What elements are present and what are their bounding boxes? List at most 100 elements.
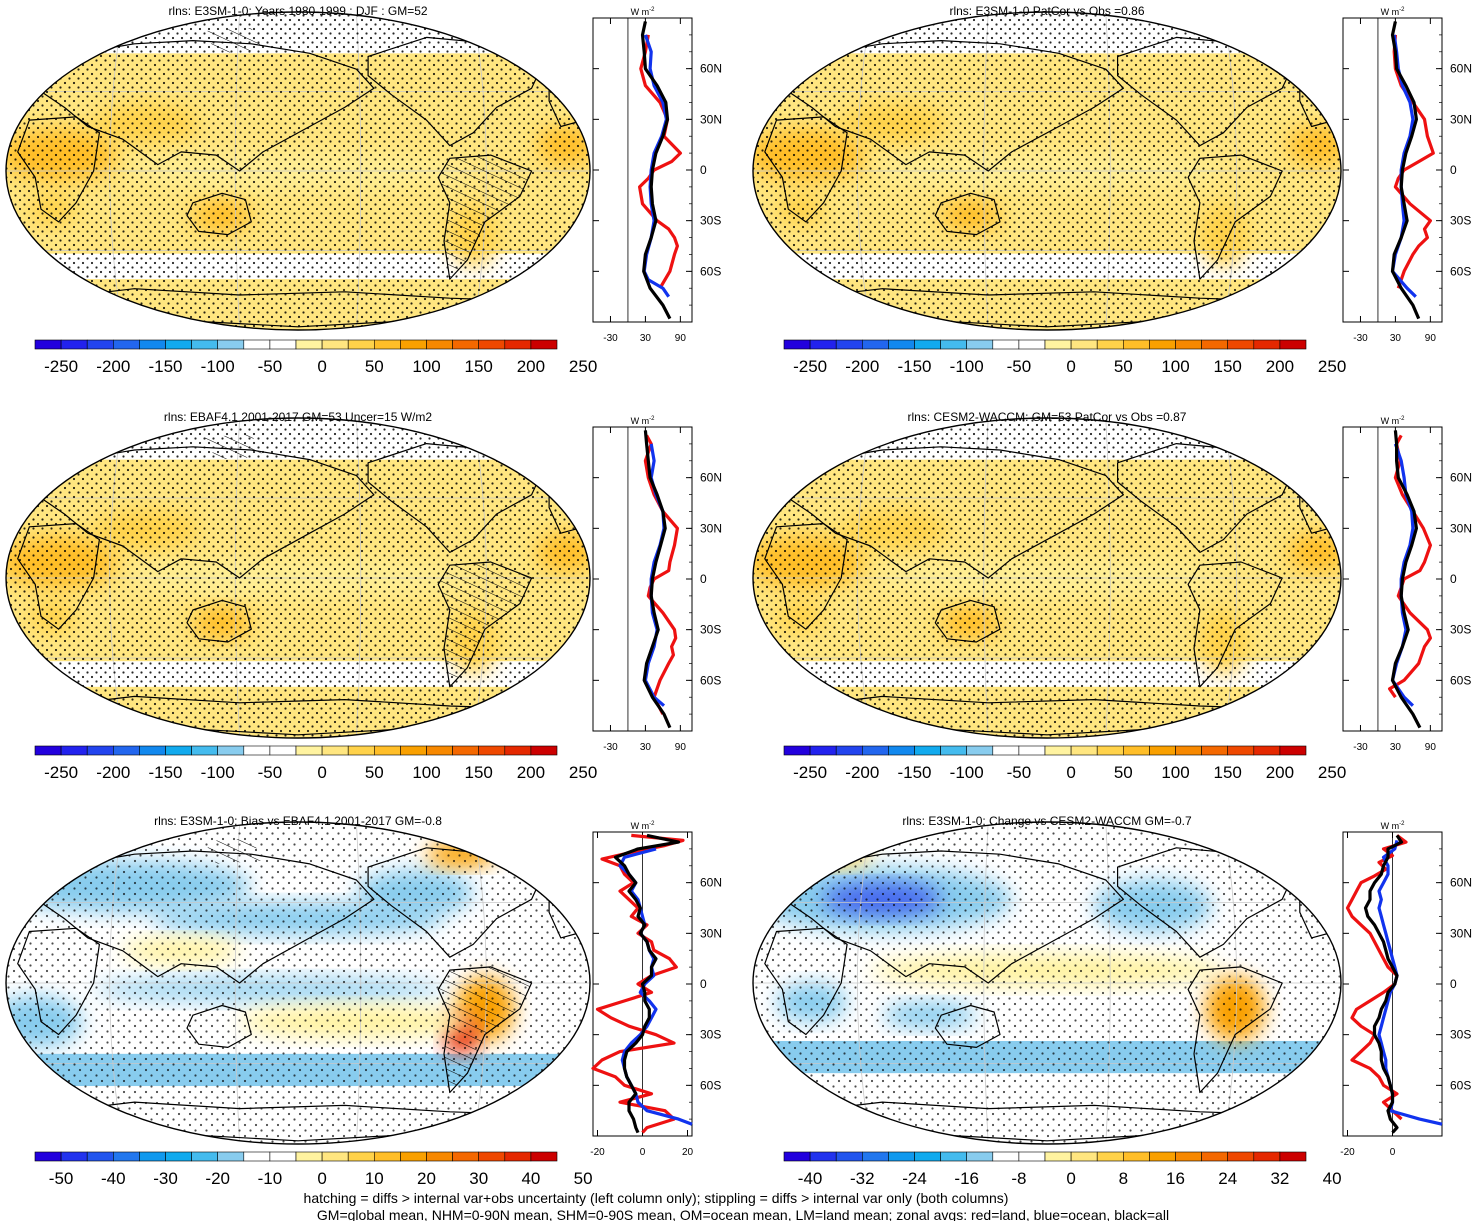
map-panel-3: rlns: EBAF4.1 2001-2017 GM=53 Uncer=15 W…: [5, 410, 591, 739]
lat-label: 30S: [700, 214, 721, 228]
map-title: rlns: E3SM-1-0: Years 1980-1999 : DJF : …: [168, 4, 427, 18]
zonal-frame: [592, 426, 693, 732]
colorbar-box: [1096, 745, 1124, 756]
x-tick-label: 20: [682, 1147, 694, 1158]
zonal-series-all: [640, 21, 672, 320]
colorbar-box: [243, 745, 271, 756]
colorbar-label: 100: [1161, 763, 1189, 782]
colorbar-box: [321, 339, 349, 350]
lat-label: 0: [700, 977, 707, 991]
colorbar-box: [269, 745, 297, 756]
colorbar-box: [1070, 1151, 1098, 1162]
colorbar-box: [504, 745, 532, 756]
colorbar-label: -100: [201, 357, 235, 376]
colorbar-4: -250 -200 -150 -100 -50 0 50 100 150 200 250: [783, 745, 1346, 782]
map-border: [752, 417, 1342, 739]
colorbar-box: [1096, 1151, 1124, 1162]
colorbar-box: [1044, 339, 1072, 350]
colorbar-label: 16: [1166, 1169, 1185, 1188]
colorbar-label: 50: [365, 357, 384, 376]
colorbar-box: [835, 1151, 863, 1162]
stippling: [753, 418, 1341, 738]
colorbar-label: -50: [49, 1169, 74, 1188]
lat-label: 30S: [700, 623, 721, 637]
map-title: rlns: CESM2-WACCM: GM=53 PatCor vs Obs =…: [908, 410, 1187, 424]
map-panel-4: rlns: CESM2-WACCM: GM=53 PatCor vs Obs =…: [752, 410, 1342, 739]
colorbar-box: [783, 1151, 811, 1162]
colorbar-label: -150: [148, 357, 182, 376]
colorbar-label: 200: [1266, 763, 1294, 782]
lat-label: 60N: [700, 62, 722, 76]
colorbar-box: [966, 745, 994, 756]
x-tick-label: 90: [1425, 742, 1437, 753]
zonal-series-land: [591, 833, 685, 1134]
lat-label: 30N: [1450, 926, 1472, 940]
colorbar-box: [1201, 1151, 1228, 1162]
colorbar-label: 10: [365, 1169, 384, 1188]
lat-label: 60S: [1450, 264, 1471, 278]
colorbar-box: [1018, 339, 1046, 350]
colorbar-label: 20: [417, 1169, 436, 1188]
colorbar-box: [86, 1151, 114, 1162]
hatching-siberia: [204, 838, 263, 864]
colorbar-box: [1018, 1151, 1046, 1162]
colorbar-box: [34, 339, 62, 350]
x-tick-label: -30: [1353, 742, 1368, 753]
colorbar-box: [60, 745, 88, 756]
colorbar-label: 250: [569, 763, 597, 782]
colorbar-box: [1070, 745, 1098, 756]
lat-label: 60S: [700, 673, 721, 687]
colorbar-box: [1201, 745, 1228, 756]
stippling: [753, 822, 1341, 1144]
colorbar-box: [347, 745, 375, 756]
colorbar-box: [243, 339, 271, 350]
map-border: [5, 11, 591, 331]
colorbar-label: 40: [521, 1169, 540, 1188]
hatching-south-america: [438, 155, 532, 280]
colorbar-label: -100: [950, 763, 984, 782]
colorbar-box: [1123, 745, 1150, 756]
lat-label: 60N: [700, 876, 722, 890]
lat-label: 30S: [700, 1028, 721, 1042]
zonal-panel-4: 60N 30N 0 30S 60S -30 30 90 W m-2: [1342, 416, 1472, 753]
colorbar-label: -100: [950, 357, 984, 376]
colorbar-box: [992, 339, 1020, 350]
zonal-series-land: [1387, 434, 1433, 699]
lat-label: 30S: [1450, 623, 1471, 637]
colorbar-box: [504, 1151, 532, 1162]
colorbar-label: -32: [850, 1169, 875, 1188]
colorbar-label: -20: [205, 1169, 230, 1188]
colorbar-label: 150: [1214, 763, 1242, 782]
colorbar-box: [1201, 339, 1228, 350]
colorbar-label: -200: [845, 357, 879, 376]
colorbar-label: 0: [317, 763, 326, 782]
x-tick-label: 90: [1425, 333, 1437, 344]
colorbar-box: [1279, 745, 1307, 756]
colorbar-box: [452, 1151, 480, 1162]
zonal-units: W m-2: [631, 821, 655, 831]
zonal-frame: [1342, 17, 1443, 323]
x-tick-label: 30: [640, 742, 652, 753]
colorbar-box: [1279, 339, 1307, 350]
lat-label: 0: [1450, 977, 1457, 991]
colorbar-box: [113, 1151, 140, 1162]
colorbar-box: [269, 339, 297, 350]
colorbar-box: [452, 339, 480, 350]
zonal-units: W m-2: [631, 416, 655, 426]
colorbar-box: [243, 1151, 271, 1162]
colorbar-label: -150: [897, 763, 931, 782]
lat-label: 30N: [700, 926, 722, 940]
zonal-units: W m-2: [1381, 416, 1405, 426]
lat-label: 60N: [700, 471, 722, 485]
colorbar-label: 50: [1114, 763, 1133, 782]
colorbar-label: 24: [1218, 1169, 1237, 1188]
colorbar-label: 0: [317, 1169, 326, 1188]
colorbar-box: [1070, 339, 1098, 350]
x-tick-label: -30: [1353, 333, 1368, 344]
hatching-south-america: [438, 966, 532, 1093]
colorbar-box: [165, 745, 192, 756]
colorbar-label: 50: [574, 1169, 593, 1188]
colorbar-box: [809, 1151, 837, 1162]
colorbar-label: 150: [465, 357, 493, 376]
